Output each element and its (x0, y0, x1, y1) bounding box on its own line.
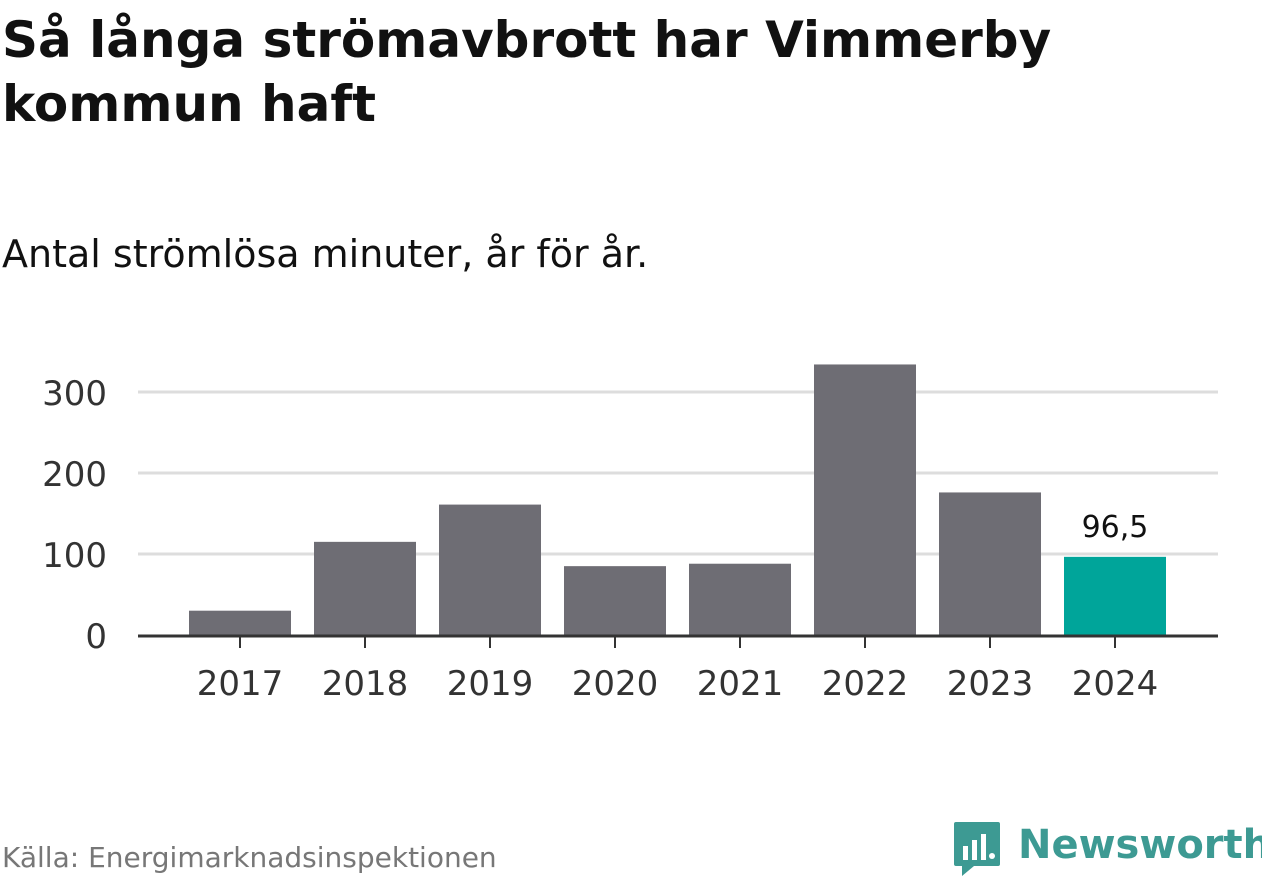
x-tick-label-2022: 2022 (822, 664, 909, 704)
y-tick-label-200: 200 (42, 455, 107, 495)
x-tick-label-2020: 2020 (572, 664, 659, 704)
bar-chart: 0 100 200 300 2017 2018 2019 2020 2021 2022 2023 20… (42, 364, 1218, 704)
x-tick-label-2019: 2019 (447, 664, 534, 704)
bar-2019 (439, 504, 541, 635)
y-tick-label-100: 100 (42, 536, 107, 576)
bar-2023 (939, 492, 1041, 635)
data-label-2024: 96,5 (1082, 510, 1149, 545)
newsworthy-logo: Newsworthy (950, 818, 1262, 878)
y-tick-label-300: 300 (42, 374, 107, 414)
chart-subtitle: Antal strömlösa minuter, år för år. (2, 232, 649, 276)
source-note: Källa: Energimarknadsinspektionen (2, 841, 497, 874)
chart-title: Så långa strömavbrott har Vimmerby kommu… (2, 11, 1052, 133)
bar-2022 (814, 364, 916, 635)
x-tick-label-2023: 2023 (947, 664, 1034, 704)
x-tick-label-2018: 2018 (322, 664, 409, 704)
bar-2017 (189, 610, 291, 635)
x-tick-label-2024: 2024 (1072, 664, 1159, 704)
bar-2020 (564, 566, 666, 635)
bar-2024 (1064, 556, 1166, 635)
x-tick-label-2017: 2017 (197, 664, 284, 704)
y-tick-label-0: 0 (85, 617, 107, 657)
logo-text: Newsworthy (1018, 822, 1262, 868)
newsworthy-chat-bars-icon (954, 822, 1000, 876)
bar-2021 (689, 563, 791, 635)
bar-2018 (314, 541, 416, 635)
x-tick-label-2021: 2021 (697, 664, 784, 704)
